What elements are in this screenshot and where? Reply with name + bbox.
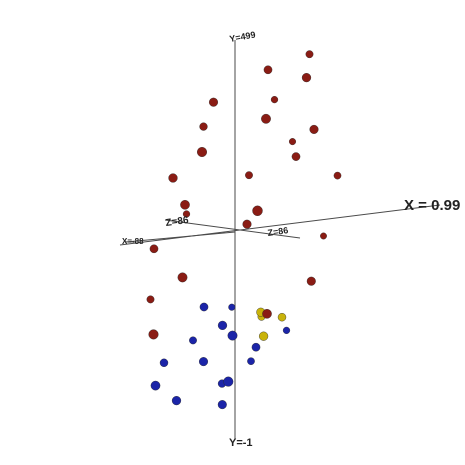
scatter-point-s0-15 bbox=[252, 205, 263, 217]
scatter-point-s0-14 bbox=[180, 199, 190, 210]
y-axis-positive-label: Y=499 bbox=[229, 30, 257, 44]
scatter-point-s0-1 bbox=[305, 50, 314, 59]
scatter-point-s1-1 bbox=[217, 320, 228, 331]
scatter-point-s1-11 bbox=[159, 358, 169, 367]
scatter-point-s1-0 bbox=[199, 302, 209, 312]
scatter-point-s0-0 bbox=[263, 65, 273, 75]
y-axis-negative-label: Y=-1 bbox=[229, 437, 253, 449]
scatter-point-s0-22 bbox=[146, 295, 155, 304]
scatter-point-s1-10 bbox=[282, 326, 291, 335]
scatter-point-s0-19 bbox=[320, 232, 327, 240]
scatter-point-s0-3 bbox=[208, 97, 218, 107]
scatter-point-s0-10 bbox=[291, 152, 301, 161]
z-axis-positive-label: Z=86 bbox=[267, 225, 289, 238]
scatter-point-s1-13 bbox=[228, 303, 236, 311]
scatter-point-s1-7 bbox=[251, 342, 261, 352]
scatter-point-s1-12 bbox=[217, 400, 227, 410]
scatter-point-s0-5 bbox=[261, 113, 271, 124]
scatter-point-s1-14 bbox=[223, 376, 234, 387]
scatter-point-s0-17 bbox=[242, 219, 252, 229]
scatter-point-s1-3 bbox=[227, 330, 238, 341]
z-axis-negative-label: Z=86 bbox=[165, 215, 190, 229]
scatter-point-s0-13 bbox=[333, 171, 342, 180]
x-neg-axis-line bbox=[124, 231, 236, 243]
scatter-point-s0-2 bbox=[301, 72, 312, 83]
data-points-layer bbox=[146, 50, 342, 410]
scatter-point-s0-20 bbox=[177, 272, 188, 283]
scatter-point-s0-11 bbox=[168, 173, 178, 183]
scatter-point-s0-18 bbox=[149, 244, 159, 254]
scatter-point-s0-21 bbox=[306, 276, 316, 286]
x-axis-negative-label: X=-88 bbox=[122, 237, 144, 246]
z-axis-line bbox=[164, 219, 301, 239]
scatter-point-s0-6 bbox=[199, 122, 208, 131]
scatter-point-s1-9 bbox=[171, 396, 182, 406]
scatter-point-s1-4 bbox=[198, 357, 208, 367]
scatter-point-s0-24 bbox=[148, 329, 159, 340]
scatter-point-s0-7 bbox=[309, 124, 319, 134]
scatter-point-s0-12 bbox=[245, 171, 253, 180]
scatter-point-s0-4 bbox=[270, 95, 279, 104]
scatter-point-s0-9 bbox=[289, 138, 297, 146]
scatter-point-s2-3 bbox=[259, 331, 269, 341]
scatter-point-s2-1 bbox=[277, 313, 287, 322]
scatter-point-s0-8 bbox=[196, 146, 207, 157]
scatter-point-s1-6 bbox=[150, 380, 161, 391]
scatter-point-s0-23 bbox=[262, 308, 272, 319]
scatter-point-s1-2 bbox=[189, 336, 197, 345]
x-axis-positive-label: X = 0.99 bbox=[404, 197, 460, 214]
scatter-point-s0-16 bbox=[182, 210, 191, 218]
x-axis-line bbox=[119, 204, 441, 246]
scatter-point-s1-5 bbox=[247, 357, 255, 366]
